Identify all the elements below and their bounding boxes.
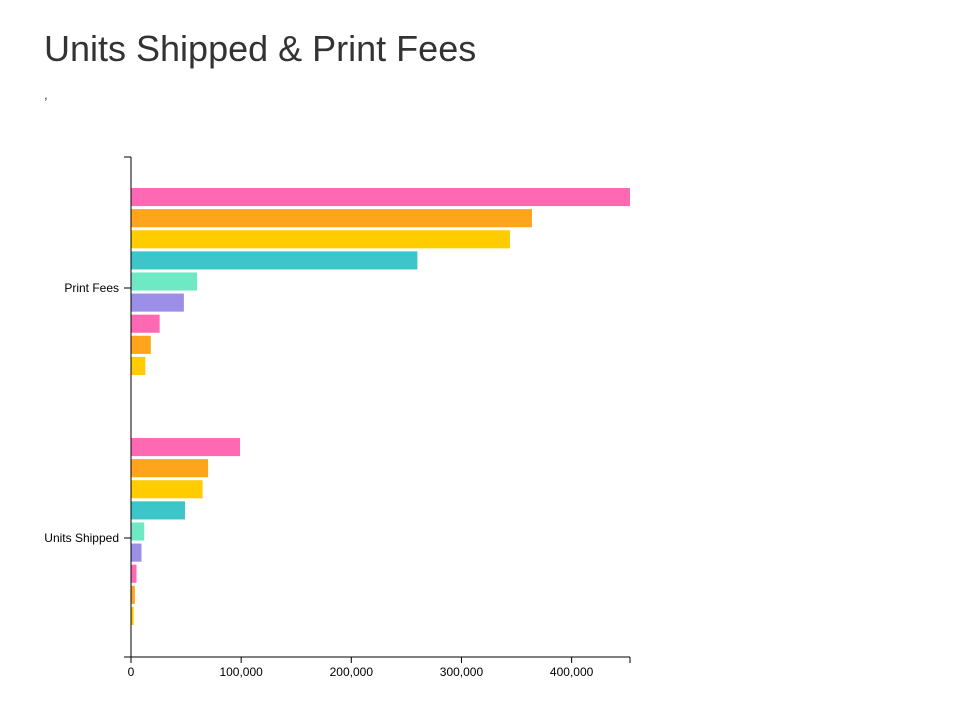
bar-print-fees-8 (131, 335, 151, 354)
bar-units-shipped-7 (131, 564, 137, 583)
bar-print-fees-7 (131, 314, 160, 333)
y-tick-label: Print Fees (64, 281, 119, 295)
bar-units-shipped-9 (131, 606, 134, 625)
chart-subtitle: , (44, 87, 48, 102)
chart-title: Units Shipped & Print Fees (44, 28, 477, 69)
bar-print-fees-4 (131, 251, 418, 270)
bar-units-shipped-1 (131, 438, 241, 457)
x-tick-label: 300,000 (440, 665, 484, 679)
x-tick-label: 400,000 (550, 665, 594, 679)
bar-units-shipped-3 (131, 480, 203, 499)
bar-print-fees-1 (131, 188, 630, 207)
bar-units-shipped-6 (131, 543, 142, 562)
x-tick-label: 100,000 (219, 665, 263, 679)
x-tick-label: 200,000 (330, 665, 374, 679)
bar-units-shipped-5 (131, 522, 145, 541)
bar-units-shipped-8 (131, 585, 135, 604)
bar-print-fees-9 (131, 356, 146, 375)
bar-units-shipped-2 (131, 459, 209, 478)
x-tick-label: 0 (128, 665, 135, 679)
bar-units-shipped-4 (131, 501, 185, 520)
bar-print-fees-5 (131, 272, 198, 291)
bar-print-fees-2 (131, 209, 532, 228)
bar-print-fees-3 (131, 230, 510, 249)
bar-print-fees-6 (131, 293, 184, 312)
y-tick-label: Units Shipped (44, 531, 119, 545)
